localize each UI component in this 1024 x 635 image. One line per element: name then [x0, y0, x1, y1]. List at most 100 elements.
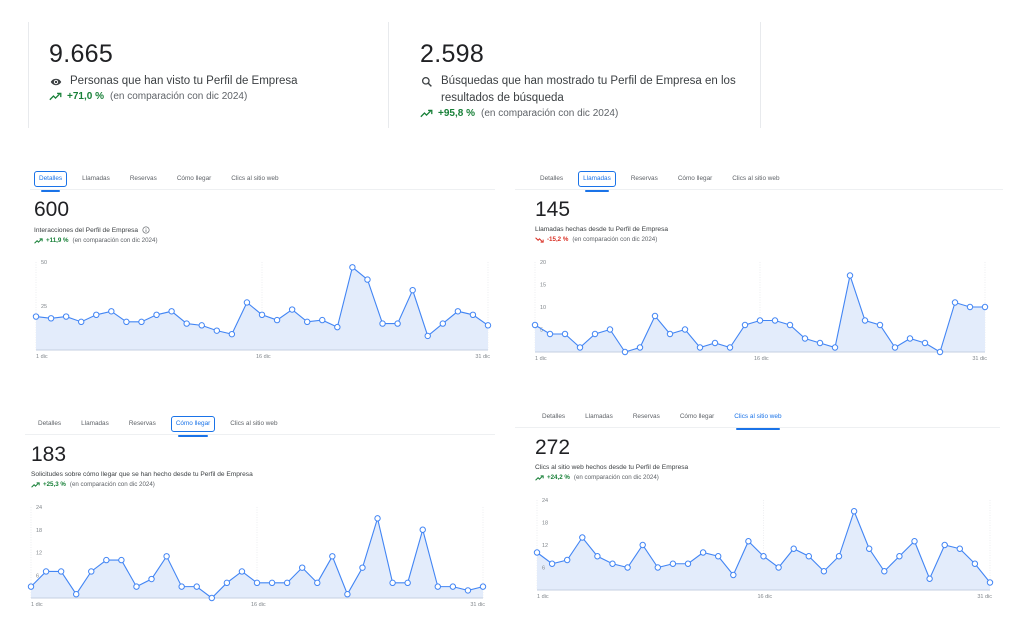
data-point[interactable]: [288, 306, 296, 313]
data-point[interactable]: [835, 553, 843, 560]
data-point[interactable]: [594, 553, 601, 560]
data-point[interactable]: [32, 313, 40, 320]
data-point[interactable]: [178, 583, 185, 590]
tab-calls[interactable]: Llamadas: [81, 419, 109, 427]
tab-bookings[interactable]: Reservas: [632, 412, 660, 420]
data-point[interactable]: [699, 549, 707, 556]
data-point[interactable]: [831, 344, 839, 351]
data-point[interactable]: [531, 321, 539, 329]
data-point[interactable]: [756, 317, 764, 324]
data-point[interactable]: [62, 313, 70, 320]
data-point[interactable]: [88, 568, 95, 575]
data-point[interactable]: [564, 556, 571, 564]
data-point[interactable]: [404, 579, 411, 587]
data-point[interactable]: [866, 545, 873, 552]
tab-bookings[interactable]: Reservas: [129, 174, 157, 182]
tab-details[interactable]: Detalles: [542, 412, 566, 420]
data-point[interactable]: [926, 575, 933, 582]
data-point[interactable]: [606, 326, 614, 333]
data-point[interactable]: [464, 587, 472, 594]
data-point[interactable]: [47, 315, 55, 322]
data-point[interactable]: [760, 553, 767, 560]
data-point[interactable]: [986, 579, 994, 586]
data-point[interactable]: [951, 299, 959, 306]
tab-website-clicks[interactable]: Clics al sitio web: [230, 419, 278, 427]
tab-bookings[interactable]: Reservas: [128, 419, 156, 427]
data-point[interactable]: [484, 322, 492, 329]
data-point[interactable]: [273, 316, 281, 324]
tab-directions[interactable]: Cómo llegar: [176, 174, 212, 182]
data-point[interactable]: [314, 579, 321, 587]
data-point[interactable]: [861, 317, 869, 324]
data-point[interactable]: [299, 564, 306, 571]
data-point[interactable]: [148, 575, 155, 583]
data-point[interactable]: [228, 330, 236, 338]
data-point[interactable]: [163, 553, 170, 560]
data-point[interactable]: [669, 560, 677, 567]
data-point[interactable]: [424, 332, 431, 340]
data-point[interactable]: [434, 583, 441, 590]
data-point[interactable]: [118, 556, 125, 564]
tab-website-clicks[interactable]: Clics al sitio web: [732, 174, 780, 182]
data-point[interactable]: [906, 335, 914, 342]
data-point[interactable]: [73, 591, 80, 598]
data-point[interactable]: [820, 568, 828, 575]
data-point[interactable]: [208, 594, 216, 602]
data-point[interactable]: [153, 311, 160, 318]
data-point[interactable]: [771, 317, 779, 324]
data-point[interactable]: [27, 583, 35, 590]
data-point[interactable]: [805, 553, 812, 560]
data-point[interactable]: [57, 568, 65, 575]
data-point[interactable]: [469, 311, 477, 318]
data-point[interactable]: [183, 320, 190, 327]
data-point[interactable]: [213, 327, 221, 334]
data-point[interactable]: [684, 560, 692, 567]
data-point[interactable]: [654, 564, 662, 571]
data-point[interactable]: [846, 272, 854, 279]
tab-details[interactable]: Detalles: [34, 170, 68, 192]
data-point[interactable]: [609, 560, 616, 567]
tab-directions[interactable]: Cómo llegar: [679, 412, 715, 420]
data-point[interactable]: [651, 312, 659, 320]
data-point[interactable]: [786, 321, 794, 329]
data-point[interactable]: [268, 579, 276, 587]
data-point[interactable]: [374, 515, 381, 522]
data-point[interactable]: [108, 308, 115, 315]
data-point[interactable]: [344, 591, 351, 598]
data-point[interactable]: [876, 321, 884, 329]
data-point[interactable]: [579, 534, 586, 541]
data-point[interactable]: [419, 526, 426, 533]
tab-calls[interactable]: Llamadas: [578, 170, 616, 192]
data-point[interactable]: [42, 568, 50, 575]
data-point[interactable]: [329, 553, 336, 560]
data-point[interactable]: [591, 330, 599, 338]
data-point[interactable]: [936, 348, 944, 356]
tab-directions[interactable]: Cómo llegar: [677, 174, 713, 182]
data-point[interactable]: [133, 583, 140, 590]
data-point[interactable]: [696, 344, 704, 351]
data-point[interactable]: [546, 330, 554, 338]
data-point[interactable]: [576, 344, 584, 351]
data-point[interactable]: [379, 320, 386, 327]
data-point[interactable]: [319, 316, 326, 324]
tab-details[interactable]: Detalles: [38, 419, 62, 427]
data-point[interactable]: [78, 318, 85, 326]
data-point[interactable]: [283, 579, 291, 587]
data-point[interactable]: [681, 326, 689, 333]
data-point[interactable]: [816, 339, 824, 347]
data-point[interactable]: [93, 311, 100, 318]
tab-directions[interactable]: Cómo llegar: [170, 415, 216, 437]
data-point[interactable]: [409, 286, 416, 294]
data-point[interactable]: [850, 508, 858, 515]
data-point[interactable]: [548, 560, 556, 567]
data-point[interactable]: [745, 538, 752, 545]
data-point[interactable]: [896, 553, 903, 560]
data-point[interactable]: [881, 568, 888, 575]
data-point[interactable]: [359, 564, 366, 571]
data-point[interactable]: [621, 348, 629, 356]
data-point[interactable]: [790, 545, 797, 552]
tab-calls[interactable]: Llamadas: [82, 174, 110, 182]
tab-bookings[interactable]: Reservas: [630, 174, 658, 182]
data-point[interactable]: [168, 308, 175, 315]
data-point[interactable]: [921, 339, 929, 347]
